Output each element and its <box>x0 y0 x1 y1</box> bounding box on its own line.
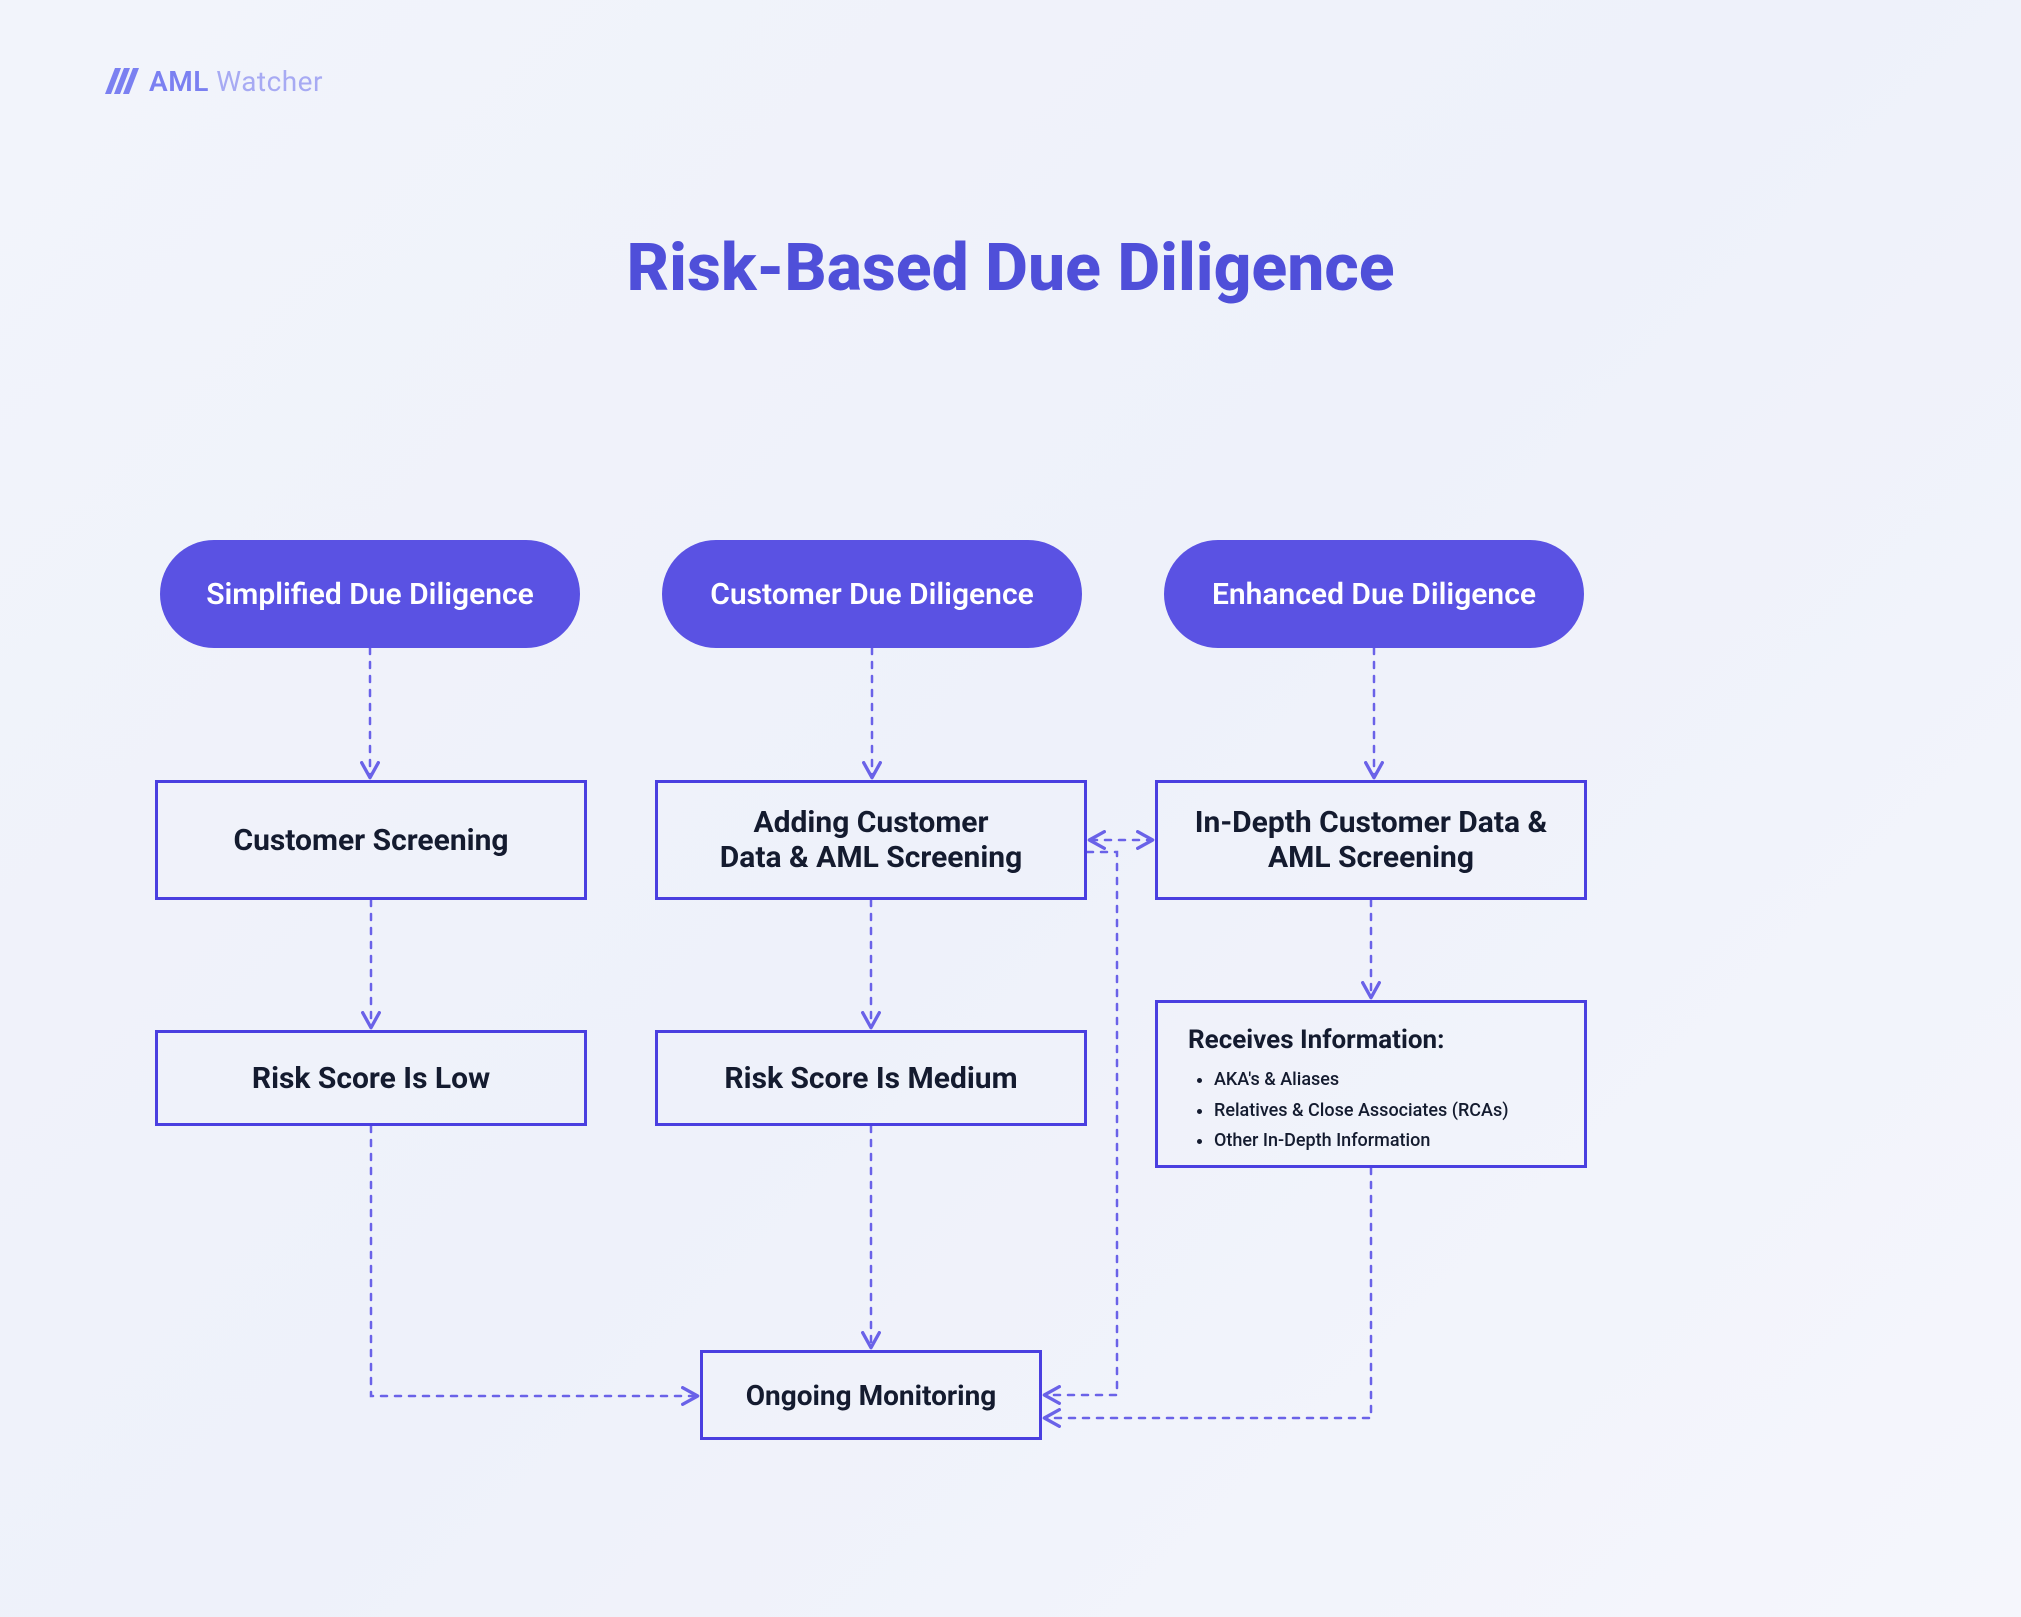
pill-label: Customer Due Diligence <box>710 577 1033 612</box>
info-title: Receives Information: <box>1188 1025 1554 1055</box>
pill-customer-due-diligence: Customer Due Diligence <box>662 540 1082 648</box>
brand-logo-mark-icon <box>105 64 139 98</box>
box-label: Risk Score Is Low <box>232 1061 510 1096</box>
box-risk-low: Risk Score Is Low <box>155 1030 587 1126</box>
brand-logo-text: AML Watcher <box>149 65 323 98</box>
box-label: Ongoing Monitoring <box>726 1379 1017 1412</box>
pill-enhanced-due-diligence: Enhanced Due Diligence <box>1164 540 1584 648</box>
diagram-title: Risk-Based Due Diligence <box>0 230 2021 307</box>
diagram-canvas: AML Watcher Risk-Based Due Diligence Sim… <box>0 0 2021 1617</box>
pill-label: Enhanced Due Diligence <box>1212 577 1536 612</box>
info-bullet: Relatives & Close Associates (RCAs) <box>1214 1096 1554 1127</box>
info-bullet: AKA's & Aliases <box>1214 1065 1554 1096</box>
box-receives-information: Receives Information: AKA's & AliasesRel… <box>1155 1000 1587 1168</box>
pill-simplified-due-diligence: Simplified Due Diligence <box>160 540 580 648</box>
box-label: Adding CustomerData & AML Screening <box>700 805 1042 875</box>
box-customer-screening: Customer Screening <box>155 780 587 900</box>
box-risk-medium: Risk Score Is Medium <box>655 1030 1087 1126</box>
box-adding-customer-data: Adding CustomerData & AML Screening <box>655 780 1087 900</box>
box-indepth-customer-data: In-Depth Customer Data &AML Screening <box>1155 780 1587 900</box>
info-bullet: Other In-Depth Information <box>1214 1126 1554 1157</box>
brand-logo: AML Watcher <box>105 64 323 98</box>
info-bullets: AKA's & AliasesRelatives & Close Associa… <box>1188 1065 1554 1157</box>
box-ongoing-monitoring: Ongoing Monitoring <box>700 1350 1042 1440</box>
pill-label: Simplified Due Diligence <box>206 577 534 612</box>
box-label: Risk Score Is Medium <box>704 1061 1037 1096</box>
box-label: Customer Screening <box>213 823 528 858</box>
box-label: In-Depth Customer Data &AML Screening <box>1175 805 1568 875</box>
